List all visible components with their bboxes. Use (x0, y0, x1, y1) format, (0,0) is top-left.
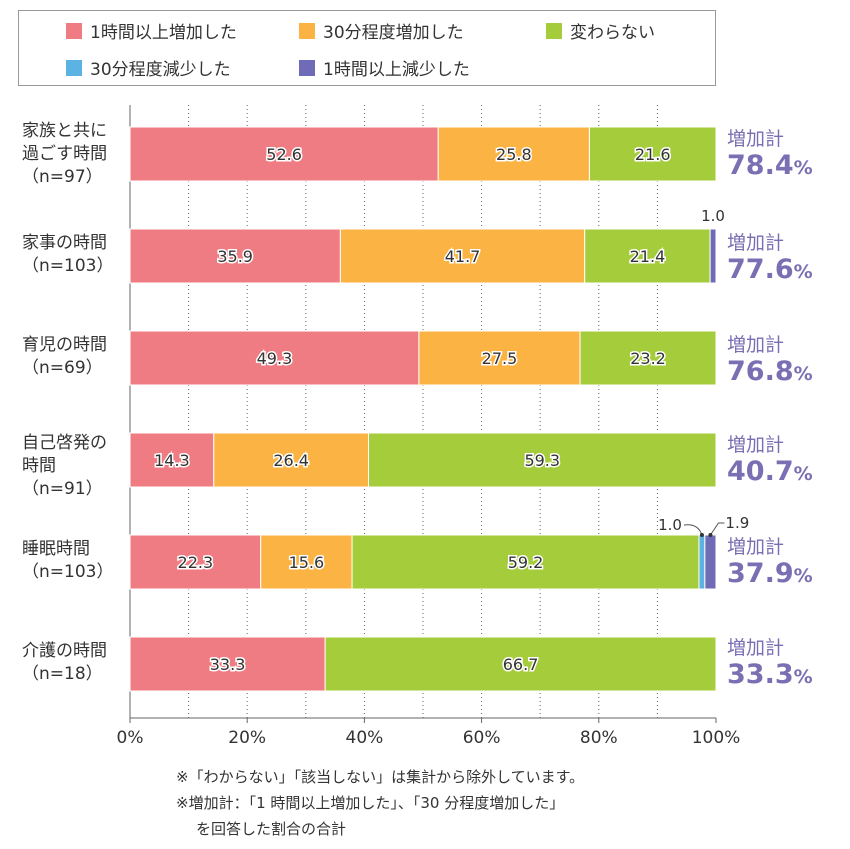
bar-value-label-outside: 1.0 (658, 516, 682, 534)
increase-total-unit: % (793, 565, 813, 587)
increase-total-caption: 増加計 (727, 434, 785, 456)
increase-total-unit: % (793, 363, 813, 385)
legend-label: 30分程度増加した (323, 23, 464, 43)
legend-swatch (299, 59, 315, 76)
footnote-exclusion: ※「わからない」「該当しない」は集計から除外しています。 (176, 768, 585, 786)
x-tick-label: 0% (117, 728, 144, 748)
bar-value-label: 41.7 (445, 247, 481, 266)
bar-value-label: 22.3 (178, 553, 214, 572)
callout-dot (699, 533, 704, 537)
legend-swatch (299, 22, 315, 39)
bar-segment (704, 534, 717, 590)
bar-segment (709, 228, 717, 284)
x-tick-label: 80% (580, 728, 618, 748)
category-label-sleep: 睡眠時間 （n=103） (22, 539, 114, 582)
bar-segment (129, 126, 439, 182)
bar-segment (213, 432, 370, 488)
increase-total-value: 37.9 (727, 558, 794, 589)
legend-label: 1時間以上増加した (90, 23, 237, 43)
bar-value-label: 49.3 (257, 349, 293, 368)
legend-item-decrease-30m: 30分程度減少した (66, 55, 231, 80)
x-tick-label: 20% (228, 728, 266, 748)
legend-label: 30分程度減少した (90, 60, 231, 80)
footnote-increase-total: ※増加計：「1 時間以上増加した」、「30 分程度増加した」 (176, 794, 565, 812)
category-label-housework: 家事の時間 （n=103） (22, 233, 114, 276)
bar-segment (698, 534, 706, 590)
bar-segment (368, 432, 717, 488)
bar-value-label: 26.4 (273, 451, 309, 470)
increase-total-value: 78.4 (727, 150, 794, 181)
category-label-family: 家族と共に 過ごす時間 （n=97） (22, 121, 108, 187)
increase-total-childcare: 増加計 76.8% (727, 334, 813, 390)
bar-segment (588, 126, 717, 182)
bar-segment (584, 228, 711, 284)
bar-segment (129, 330, 420, 386)
increase-total-value: 40.7 (727, 456, 794, 487)
bar-segment (324, 636, 717, 692)
legend-item-increase-30m: 30分程度増加した (299, 18, 464, 43)
callout-line (710, 522, 725, 536)
bar-segment (418, 330, 581, 386)
increase-total-caption: 増加計 (727, 637, 785, 659)
bar-value-label: 59.2 (508, 553, 544, 572)
increase-total-value: 77.6 (727, 254, 794, 285)
increase-total-value: 33.3 (727, 659, 794, 690)
legend-item-no-change: 変わらない (546, 18, 655, 43)
bar-value-label: 21.6 (635, 145, 671, 164)
bar-value-label: 25.8 (496, 145, 532, 164)
increase-total-caregiving: 増加計 33.3% (727, 637, 813, 693)
increase-total-value: 76.8 (727, 356, 794, 387)
legend-label: 変わらない (570, 23, 655, 43)
legend-label: 1時間以上減少した (323, 60, 470, 80)
bar-value-label-outside: 1.9 (725, 514, 749, 532)
bar-value-label: 35.9 (217, 247, 253, 266)
legend-swatch (66, 22, 82, 39)
bar-value-label-outside: 1.0 (701, 207, 725, 225)
legend-item-decrease-1h: 1時間以上減少した (299, 55, 470, 80)
legend-swatch (66, 59, 82, 76)
bar-segment (260, 534, 353, 590)
legend-item-increase-1h: 1時間以上増加した (66, 18, 237, 43)
bar-value-label: 33.3 (210, 655, 246, 674)
category-label-self-development: 自己啓発の 時間 （n=91） (22, 433, 107, 499)
footnote-increase-total-cont: を回答した割合の合計 (196, 820, 347, 838)
bar-value-label: 52.6 (266, 145, 302, 164)
bar-value-label: 66.7 (503, 655, 539, 674)
bar-value-label: 15.6 (289, 553, 325, 572)
callout-dot (708, 533, 713, 537)
x-tick-label: 100% (692, 728, 741, 748)
x-tick-label: 60% (463, 728, 501, 748)
increase-total-unit: % (793, 157, 813, 179)
increase-total-unit: % (793, 463, 813, 485)
bar-segment (351, 534, 700, 590)
increase-total-unit: % (793, 666, 813, 688)
increase-total-caption: 増加計 (727, 128, 785, 150)
increase-total-unit: % (793, 261, 813, 283)
increase-total-self-development: 増加計 40.7% (727, 434, 813, 490)
legend-swatch (546, 22, 562, 39)
category-label-caregiving: 介護の時間 （n=18） (22, 641, 107, 684)
bar-value-label: 14.3 (154, 451, 190, 470)
increase-total-sleep: 増加計 37.9% (727, 536, 813, 592)
category-label-childcare: 育児の時間 （n=69） (22, 335, 107, 378)
increase-total-caption: 増加計 (727, 232, 785, 254)
bar-segment (129, 534, 262, 590)
bar-value-label: 23.2 (630, 349, 666, 368)
callout-line (683, 524, 703, 536)
bar-value-label: 27.5 (482, 349, 518, 368)
bar-value-label: 59.3 (524, 451, 560, 470)
bar-value-label: 21.4 (630, 247, 666, 266)
bar-segment (579, 330, 717, 386)
increase-total-housework: 増加計 77.6% (727, 232, 813, 288)
bar-segment (129, 636, 326, 692)
increase-total-caption: 増加計 (727, 536, 785, 558)
x-tick-label: 40% (346, 728, 384, 748)
increase-total-caption: 増加計 (727, 334, 785, 356)
bar-segment (437, 126, 590, 182)
legend: 1時間以上増加した 30分程度増加した 変わらない 30分程度減少した 1時間以… (18, 10, 716, 86)
increase-total-family: 増加計 78.4% (727, 128, 813, 184)
